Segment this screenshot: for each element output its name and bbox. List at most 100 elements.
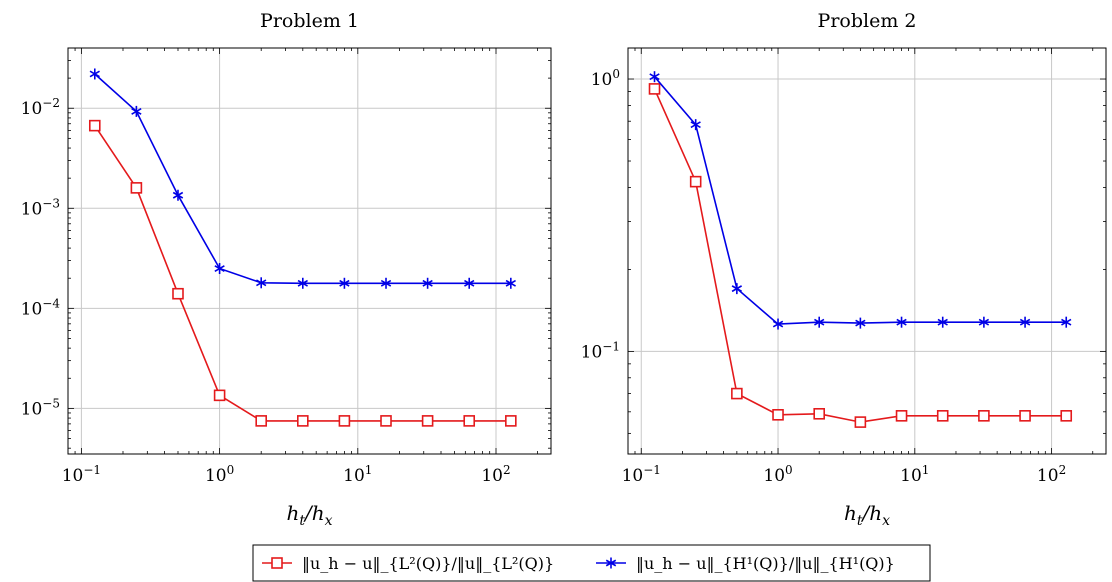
x-tick-label: 102: [1037, 463, 1066, 486]
plot-frame: [67, 47, 552, 455]
data-point: [978, 410, 990, 422]
data-point: [731, 283, 743, 295]
data-point: [936, 410, 949, 422]
data-point: [689, 175, 702, 188]
y-tick-label: 10−3: [21, 196, 60, 219]
data-point: [380, 415, 392, 427]
legend-label: ‖u_h − u‖_{L²(Q)}/‖u‖_{L²(Q)}: [302, 554, 554, 573]
data-point-stroke: [731, 285, 743, 293]
data-point-stroke: [814, 318, 825, 326]
data-point: [649, 71, 660, 83]
data-point-stroke: [772, 320, 784, 328]
data-point: [131, 105, 142, 117]
data-point-stroke: [380, 279, 392, 287]
y-tick-label: 100: [591, 67, 620, 90]
legend-entry: ‖u_h − u‖_{L²(Q)}/‖u‖_{L²(Q)}: [262, 554, 554, 573]
data-point: [690, 119, 701, 131]
legend-box: [252, 544, 931, 582]
data-point: [297, 415, 309, 427]
data-point: [422, 277, 433, 289]
data-point: [813, 407, 826, 420]
data-point-stroke: [339, 279, 350, 287]
data-point: [772, 318, 784, 330]
y-tick-label: 10−1: [581, 339, 620, 362]
data-point: [464, 277, 475, 289]
legend-marker-stroke: [605, 559, 617, 567]
data-point: [256, 277, 267, 289]
data-point-stroke: [172, 191, 184, 199]
chart-problem-2: Problem 2 10−1 100 101 102 10−1 100 ht/hx: [581, 10, 1107, 529]
data-point-stroke: [89, 70, 100, 78]
data-point: [896, 316, 907, 328]
y-tick-label: 10−2: [21, 96, 60, 119]
data-point: [172, 287, 184, 300]
data-point-stroke: [649, 73, 660, 81]
data-point: [505, 415, 517, 427]
data-point-stroke: [1061, 318, 1072, 326]
data-point-stroke: [214, 265, 225, 272]
x-tick-label: 101: [343, 463, 372, 486]
series-l2-error: [648, 83, 1073, 428]
data-point: [895, 410, 908, 422]
data-point: [172, 189, 184, 201]
plot-frame: [627, 47, 1107, 455]
x-tick-label: 100: [205, 463, 234, 486]
data-point: [339, 277, 350, 289]
data-point-stroke: [937, 318, 948, 326]
legend-entry: ‖u_h − u‖_{H¹(Q)}/‖u‖_{H¹(Q)}: [596, 554, 895, 573]
data-point-stroke: [896, 318, 907, 326]
data-point-stroke: [256, 279, 267, 287]
data-point: [1019, 316, 1031, 328]
x-tick-label: 10−1: [62, 463, 101, 486]
data-point-stroke: [131, 107, 142, 115]
data-point: [855, 317, 866, 329]
x-axis-label: ht/hx: [286, 501, 332, 529]
data-point: [130, 182, 143, 194]
y-tick-label: 10−5: [21, 396, 60, 419]
legend: ‖u_h − u‖_{L²(Q)}/‖u‖_{L²(Q)} ‖u_h − u‖_{…: [252, 544, 931, 582]
series-line: [653, 88, 1067, 423]
data-point-stroke: [505, 279, 516, 287]
data-point: [814, 316, 825, 328]
series-h1-error: [649, 71, 1072, 330]
legend-marker: [605, 557, 617, 569]
data-point: [297, 277, 308, 289]
data-point: [214, 263, 225, 275]
data-point: [505, 277, 516, 289]
legend-marker: [271, 557, 283, 569]
y-tick-label: 10−4: [21, 296, 61, 319]
data-point: [380, 277, 392, 289]
data-point: [213, 389, 226, 402]
series-line: [94, 125, 511, 422]
chart-title: Problem 2: [818, 10, 917, 32]
data-point-stroke: [422, 279, 433, 287]
data-point: [937, 316, 948, 328]
series-line: [94, 73, 511, 285]
data-point-stroke: [464, 279, 475, 287]
data-point: [1019, 410, 1031, 422]
data-point-stroke: [1019, 318, 1031, 326]
series-h1-error: [89, 68, 516, 289]
chart-title: Problem 1: [260, 10, 359, 32]
data-point: [88, 119, 101, 132]
chart-problem-1: Problem 1 10−1 100 101 102 10−5 10−4 10−3 10−2 ht…: [21, 10, 552, 529]
data-point: [1060, 410, 1073, 422]
data-point: [978, 316, 990, 328]
data-point: [854, 416, 867, 428]
data-point: [89, 68, 100, 80]
data-point: [1061, 316, 1072, 328]
data-point: [648, 83, 661, 95]
x-tick-label: 101: [900, 463, 929, 486]
x-axis-label: ht/hx: [844, 501, 890, 529]
series-l2-error: [88, 119, 517, 427]
data-point-stroke: [978, 318, 990, 326]
data-point: [338, 415, 351, 427]
x-tick-label: 10−1: [622, 463, 661, 486]
data-point: [731, 387, 743, 400]
data-point: [463, 415, 476, 427]
data-point-stroke: [690, 121, 701, 129]
x-tick-label: 102: [481, 463, 510, 486]
x-tick-label: 100: [763, 463, 792, 486]
data-point-stroke: [855, 319, 866, 327]
